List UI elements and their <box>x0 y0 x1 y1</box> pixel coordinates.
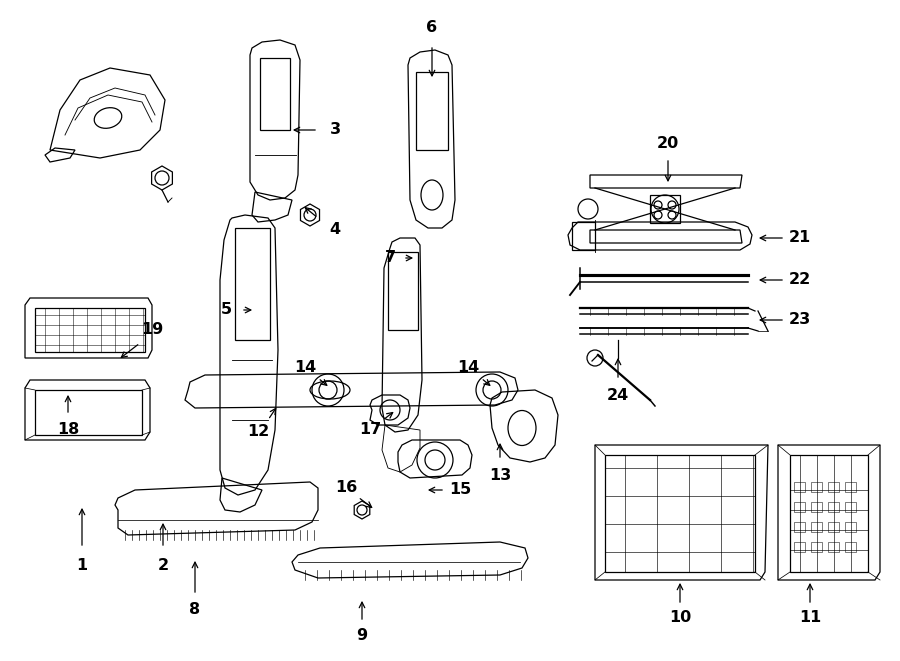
Text: 3: 3 <box>329 122 340 137</box>
Text: 1: 1 <box>76 557 87 572</box>
Text: 8: 8 <box>189 602 201 617</box>
Text: 14: 14 <box>294 360 316 375</box>
Text: 11: 11 <box>799 611 821 625</box>
Text: 5: 5 <box>220 303 231 317</box>
Text: 14: 14 <box>457 360 479 375</box>
Text: 16: 16 <box>335 481 357 496</box>
Text: 15: 15 <box>449 483 471 498</box>
Text: 18: 18 <box>57 422 79 438</box>
Text: 10: 10 <box>669 611 691 625</box>
Text: 17: 17 <box>359 422 381 438</box>
Text: 6: 6 <box>427 20 437 36</box>
Text: 4: 4 <box>329 223 340 237</box>
Text: 24: 24 <box>607 387 629 403</box>
Text: 2: 2 <box>158 557 168 572</box>
Text: 19: 19 <box>141 323 163 338</box>
Text: 7: 7 <box>384 251 396 266</box>
Text: 23: 23 <box>789 313 811 327</box>
Text: 22: 22 <box>789 272 811 288</box>
Text: 12: 12 <box>247 424 269 440</box>
Text: 20: 20 <box>657 136 680 151</box>
Text: 21: 21 <box>789 231 811 245</box>
Text: 13: 13 <box>489 467 511 483</box>
Text: 9: 9 <box>356 627 367 642</box>
